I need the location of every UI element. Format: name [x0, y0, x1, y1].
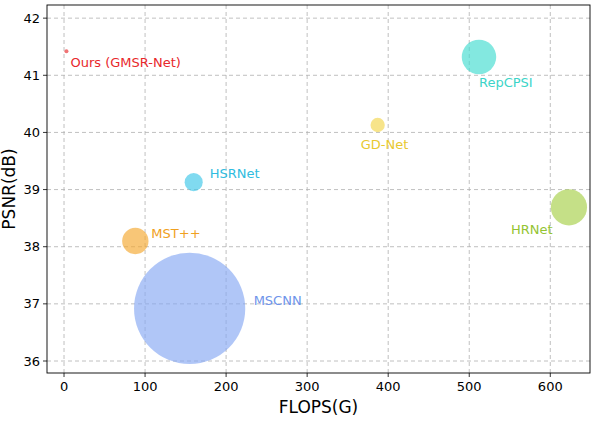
y-tick: [43, 361, 47, 362]
x-tick-label: 200: [214, 379, 239, 394]
y-tick: [43, 246, 47, 247]
chart-root: 0 100 200 300 400 500 600 36 37 38 39 40 41 42 Ours (G…: [0, 0, 592, 422]
y-tick: [43, 18, 47, 19]
point-label: RepCPSI: [479, 75, 533, 90]
x-tick: [307, 373, 308, 377]
point-label: HSRNet: [210, 166, 260, 181]
x-tick-label: 600: [538, 379, 563, 394]
bubbles: [64, 40, 587, 364]
bubble: [122, 228, 148, 254]
bubble: [551, 189, 587, 225]
x-grid-line: [307, 5, 308, 373]
y-tick: [43, 75, 47, 76]
bubble: [185, 173, 203, 191]
y-axis-label: PSNR(dB): [0, 148, 19, 229]
bubble: [64, 49, 68, 53]
x-tick-label: 300: [295, 379, 320, 394]
y-tick-label: 40: [23, 125, 40, 140]
x-tick: [226, 373, 227, 377]
x-tick-label: 500: [457, 379, 482, 394]
bubble: [462, 40, 496, 74]
y-tick-label: 41: [23, 68, 40, 83]
x-tick-label: 100: [133, 379, 158, 394]
y-grid-line: [47, 361, 590, 362]
chart: 0 100 200 300 400 500 600 36 37 38 39 40 41 42 Ours (G…: [0, 0, 592, 422]
x-tick: [469, 373, 470, 377]
x-tick: [550, 373, 551, 377]
point-label: HRNet: [511, 222, 553, 237]
x-tick-label: 0: [60, 379, 68, 394]
x-grid-line: [64, 5, 65, 373]
x-tick: [145, 373, 146, 377]
y-tick: [43, 132, 47, 133]
y-tick: [43, 189, 47, 190]
x-tick-label: 400: [376, 379, 401, 394]
y-grid-line: [47, 303, 590, 304]
bubble: [134, 253, 245, 364]
plot-frame: [47, 5, 590, 373]
bubble: [371, 118, 385, 132]
x-tick: [388, 373, 389, 377]
x-axis-label: FLOPS(G): [279, 397, 359, 417]
point-label: MST++: [151, 226, 200, 241]
x-grid-line: [388, 5, 389, 373]
point-label: Ours (GMSR-Net): [70, 55, 180, 70]
grid: [47, 5, 590, 373]
y-tick-label: 38: [23, 239, 40, 254]
y-grid-line: [47, 189, 590, 190]
x-tick: [64, 373, 65, 377]
y-grid-line: [47, 132, 590, 133]
x-grid-line: [550, 5, 551, 373]
y-grid-line: [47, 18, 590, 19]
y-tick-label: 36: [23, 354, 40, 369]
y-tick-label: 39: [23, 182, 40, 197]
point-label: MSCNN: [254, 293, 302, 308]
y-tick: [43, 303, 47, 304]
point-label: GD-Net: [361, 137, 409, 152]
y-tick-label: 42: [23, 11, 40, 26]
y-tick-label: 37: [23, 296, 40, 311]
